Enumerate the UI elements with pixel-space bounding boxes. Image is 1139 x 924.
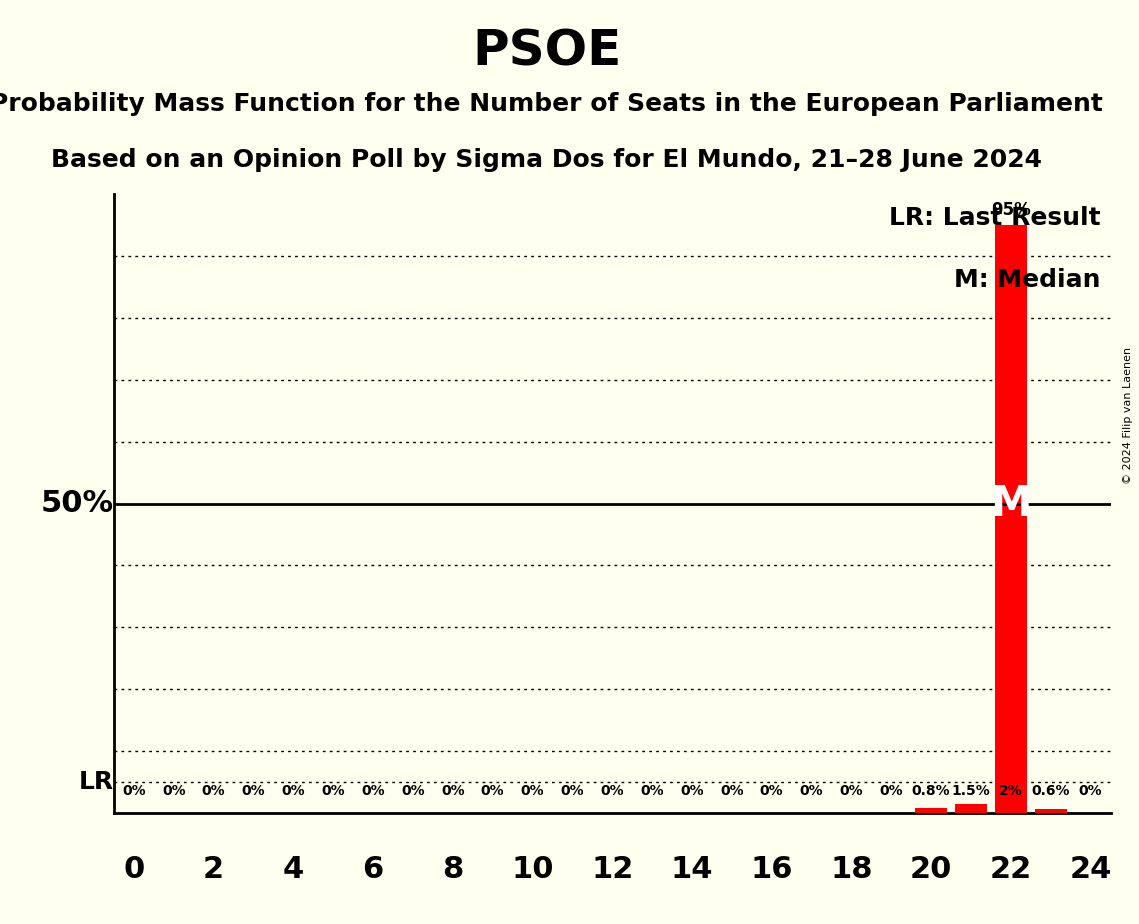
Text: 95%: 95% [991,201,1031,219]
Text: 0%: 0% [401,784,425,797]
Text: 0%: 0% [162,784,186,797]
Text: 0%: 0% [202,784,226,797]
Text: 0%: 0% [481,784,505,797]
Text: 0%: 0% [800,784,823,797]
Bar [915,808,948,813]
Text: 0%: 0% [600,784,624,797]
Text: 0%: 0% [361,784,385,797]
Text: Probability Mass Function for the Number of Seats in the European Parliament: Probability Mass Function for the Number… [0,92,1104,116]
Text: 0%: 0% [680,784,704,797]
Text: 0%: 0% [560,784,584,797]
Text: 0%: 0% [441,784,465,797]
Text: 0%: 0% [122,784,146,797]
Text: 50%: 50% [41,489,114,518]
Text: 0%: 0% [521,784,544,797]
Text: M: M [990,482,1032,525]
Text: 0%: 0% [281,784,305,797]
Text: 1.5%: 1.5% [951,784,991,797]
Text: PSOE: PSOE [472,28,622,76]
Bar [995,225,1026,813]
Text: 0%: 0% [879,784,903,797]
Bar [954,804,986,813]
Text: 0%: 0% [241,784,265,797]
Text: © 2024 Filip van Laenen: © 2024 Filip van Laenen [1123,347,1133,484]
Text: M: Median: M: Median [954,268,1100,292]
Text: 2%: 2% [999,784,1023,797]
Bar [1035,809,1067,813]
Text: 0%: 0% [640,784,664,797]
Text: 0%: 0% [839,784,863,797]
Text: LR: LR [79,771,114,794]
Text: 0%: 0% [321,784,345,797]
Text: 0%: 0% [720,784,744,797]
Text: LR: Last Result: LR: Last Result [888,206,1100,230]
Text: 0.6%: 0.6% [1032,784,1070,797]
Text: 0%: 0% [1079,784,1103,797]
Text: 0.8%: 0.8% [912,784,950,797]
Text: Based on an Opinion Poll by Sigma Dos for El Mundo, 21–28 June 2024: Based on an Opinion Poll by Sigma Dos fo… [51,148,1042,172]
Text: 0%: 0% [760,784,784,797]
